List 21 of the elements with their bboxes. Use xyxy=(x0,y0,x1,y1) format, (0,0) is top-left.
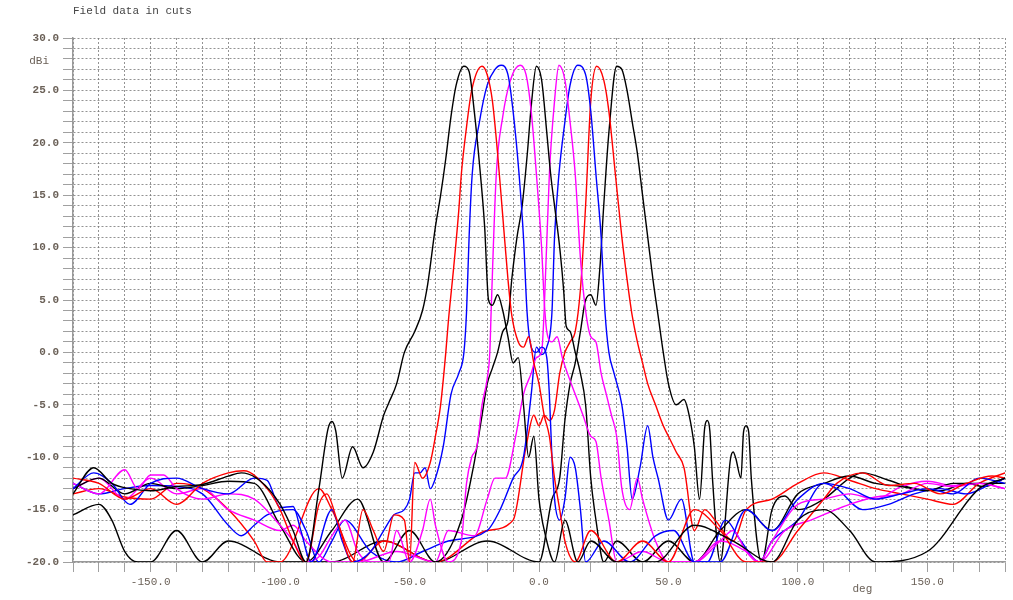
y-tick-label: 30.0 xyxy=(32,31,59,44)
x-tick-label: 50.0 xyxy=(655,575,682,588)
x-tick-label: 150.0 xyxy=(910,575,944,588)
y-tick-label: -15.0 xyxy=(25,503,59,516)
y-tick-label: 10.0 xyxy=(32,241,59,254)
y-axis-title: dBi xyxy=(29,55,50,68)
x-tick-label: 100.0 xyxy=(781,575,815,588)
x-axis-title: deg xyxy=(852,582,873,595)
y-tick-label: 25.0 xyxy=(32,84,59,97)
chart-title: Field data in cuts xyxy=(73,4,192,17)
x-tick-label: -150.0 xyxy=(130,575,171,588)
y-tick-label: 0.0 xyxy=(39,346,59,359)
y-tick-label: 5.0 xyxy=(39,293,59,306)
x-tick-label: -50.0 xyxy=(393,575,427,588)
y-tick-label: -10.0 xyxy=(25,450,59,463)
y-tick-label: 15.0 xyxy=(32,188,59,201)
y-tick-label: 20.0 xyxy=(32,136,59,149)
y-tick-label: -5.0 xyxy=(32,398,59,411)
x-tick-label: 0.0 xyxy=(529,575,549,588)
x-tick-label: -100.0 xyxy=(260,575,300,588)
y-tick-label: -20.0 xyxy=(25,555,59,568)
